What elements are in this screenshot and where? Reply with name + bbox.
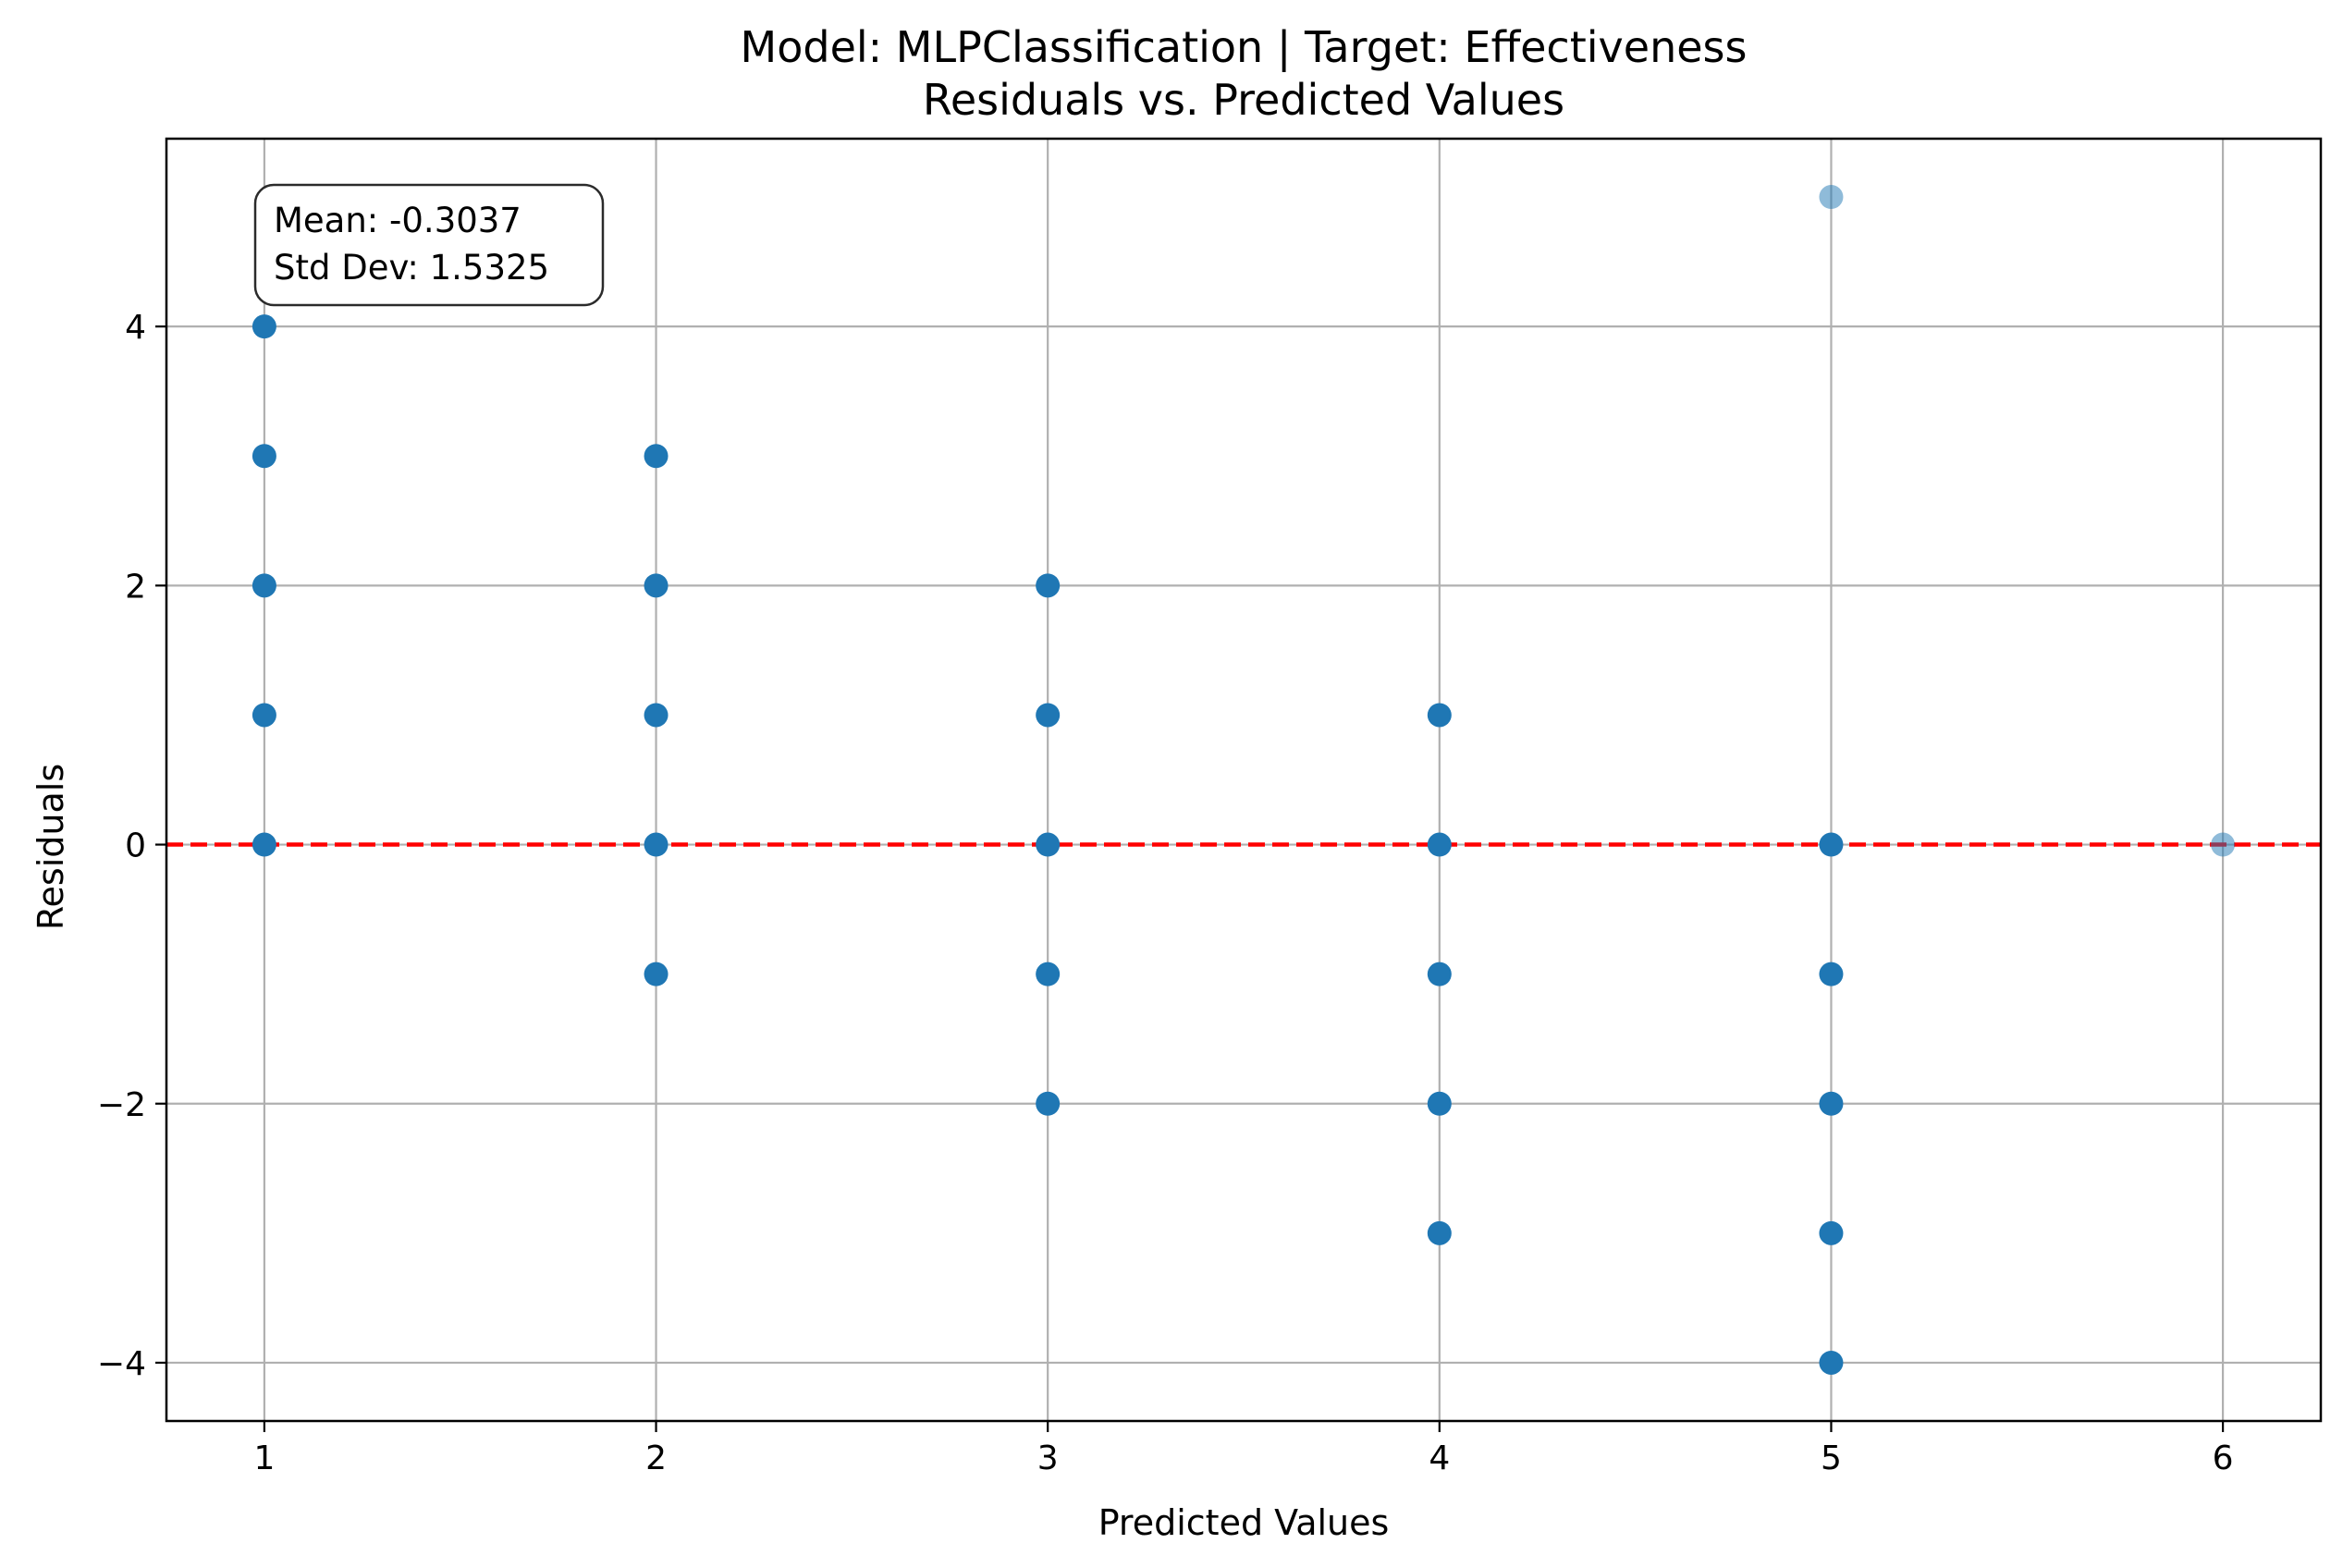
stats-box-frame [253, 183, 605, 307]
y-axis-ticks: −4 −2 0 2 4 [97, 309, 166, 1383]
scatter-point [1036, 703, 1061, 728]
scatter-point [644, 573, 669, 598]
grid-lines [166, 139, 2321, 1421]
x-tick-label: 1 [253, 1439, 275, 1477]
chart-subtitle: Residuals vs. Predicted Values [923, 75, 1564, 125]
x-axis-label: Predicted Values [1098, 1502, 1390, 1543]
y-axis-label: Residuals [31, 764, 71, 930]
plot-frame [165, 137, 2323, 1423]
scatter-point [1427, 1091, 1452, 1116]
stats-mean: Mean: -0.3037 [274, 201, 521, 240]
scatter-point [1036, 1091, 1061, 1116]
scatter-point [1427, 1220, 1452, 1245]
scatter-point [644, 832, 669, 857]
scatter-point [644, 962, 669, 986]
scatter-point [1819, 1091, 1844, 1116]
y-tick-label: 0 [125, 827, 146, 865]
y-tick-label: 4 [125, 309, 146, 347]
scatter-point [1819, 1220, 1844, 1245]
scatter-point [251, 573, 276, 598]
chart-title: Model: MLPClassification | Target: Effec… [741, 22, 1748, 73]
y-tick-label: −2 [97, 1086, 146, 1124]
stats-box: Mean: -0.3037 Std Dev: 1.5325 [253, 183, 605, 307]
x-tick-label: 4 [1429, 1439, 1450, 1477]
scatter-point [1036, 832, 1061, 857]
scatter-point [251, 832, 276, 857]
x-axis-ticks: 1 2 3 4 5 6 [253, 1421, 2234, 1477]
scatter-point [644, 444, 669, 469]
scatter-point [1819, 1350, 1844, 1375]
scatter-point [251, 444, 276, 469]
scatter-point [1819, 185, 1844, 210]
x-tick-label: 3 [1037, 1439, 1059, 1477]
scatter-point [1819, 962, 1844, 986]
scatter-point [251, 703, 276, 728]
y-tick-label: −4 [97, 1345, 146, 1383]
scatter-point [1427, 703, 1452, 728]
x-tick-label: 5 [1821, 1439, 1842, 1477]
scatter-points [251, 185, 2236, 1375]
y-tick-label: 2 [125, 568, 146, 606]
scatter-point [1036, 573, 1061, 598]
scatter-point [251, 314, 276, 339]
scatter-point [2211, 832, 2236, 857]
x-tick-label: 2 [645, 1439, 667, 1477]
scatter-point [1036, 962, 1061, 986]
x-tick-label: 6 [2213, 1439, 2234, 1477]
stats-std-dev: Std Dev: 1.5325 [274, 248, 549, 288]
scatter-point [1427, 832, 1452, 857]
scatter-point [1427, 962, 1452, 986]
scatter-point [644, 703, 669, 728]
scatter-point [1819, 832, 1844, 857]
